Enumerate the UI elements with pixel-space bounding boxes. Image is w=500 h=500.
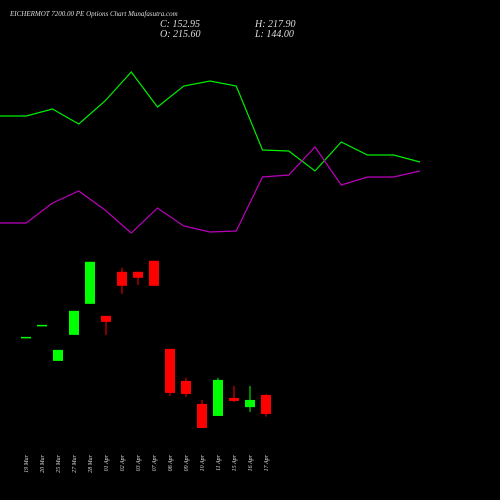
candle-body	[85, 261, 95, 304]
x-tick-label: 27 Mar	[72, 454, 78, 472]
x-tick-label: 09 Apr	[184, 454, 190, 471]
x-tick-label: 15 Apr	[232, 454, 238, 471]
x-tick-label: 11 Apr	[216, 454, 222, 471]
x-tick-label: 20 Mar	[40, 454, 46, 472]
chart-title: EICHERMOT 7200.00 PE Options Chart Munaf…	[9, 10, 178, 18]
candle-body	[117, 271, 127, 286]
open-label: O: 215.60	[160, 29, 201, 40]
x-tick-label: 19 Mar	[24, 454, 30, 472]
candle-body	[181, 380, 191, 394]
x-tick-label: 17 Apr	[264, 454, 270, 471]
x-tick-label: 25 Mar	[56, 454, 62, 472]
close-label: C: 152.95	[160, 19, 200, 30]
candle-body	[37, 324, 47, 327]
candle-body	[149, 260, 159, 286]
indicator-line	[0, 71, 421, 172]
x-tick-label: 28 Mar	[88, 454, 94, 472]
x-tick-label: 08 Apr	[168, 454, 174, 471]
x-tick-label: 10 Apr	[200, 454, 206, 471]
indicator-line	[0, 146, 421, 234]
candle-body	[165, 348, 175, 393]
x-tick-label: 02 Apr	[120, 454, 126, 471]
candle-body	[229, 397, 239, 401]
high-label: H: 217.90	[254, 19, 296, 30]
candle-body	[261, 394, 271, 414]
x-tick-label: 01 Apr	[104, 454, 110, 471]
candle-body	[53, 349, 63, 361]
candle-body	[213, 379, 223, 416]
candle-body	[245, 399, 255, 408]
candle-body	[133, 271, 143, 278]
candle-body	[69, 310, 79, 335]
candle-body	[197, 403, 207, 428]
candle-body	[101, 315, 111, 322]
low-label: L: 144.00	[254, 29, 294, 40]
x-tick-label: 16 Apr	[248, 454, 254, 471]
x-tick-label: 03 Apr	[136, 454, 142, 471]
x-tick-label: 07 Apr	[152, 454, 158, 471]
candle-body	[21, 336, 31, 339]
